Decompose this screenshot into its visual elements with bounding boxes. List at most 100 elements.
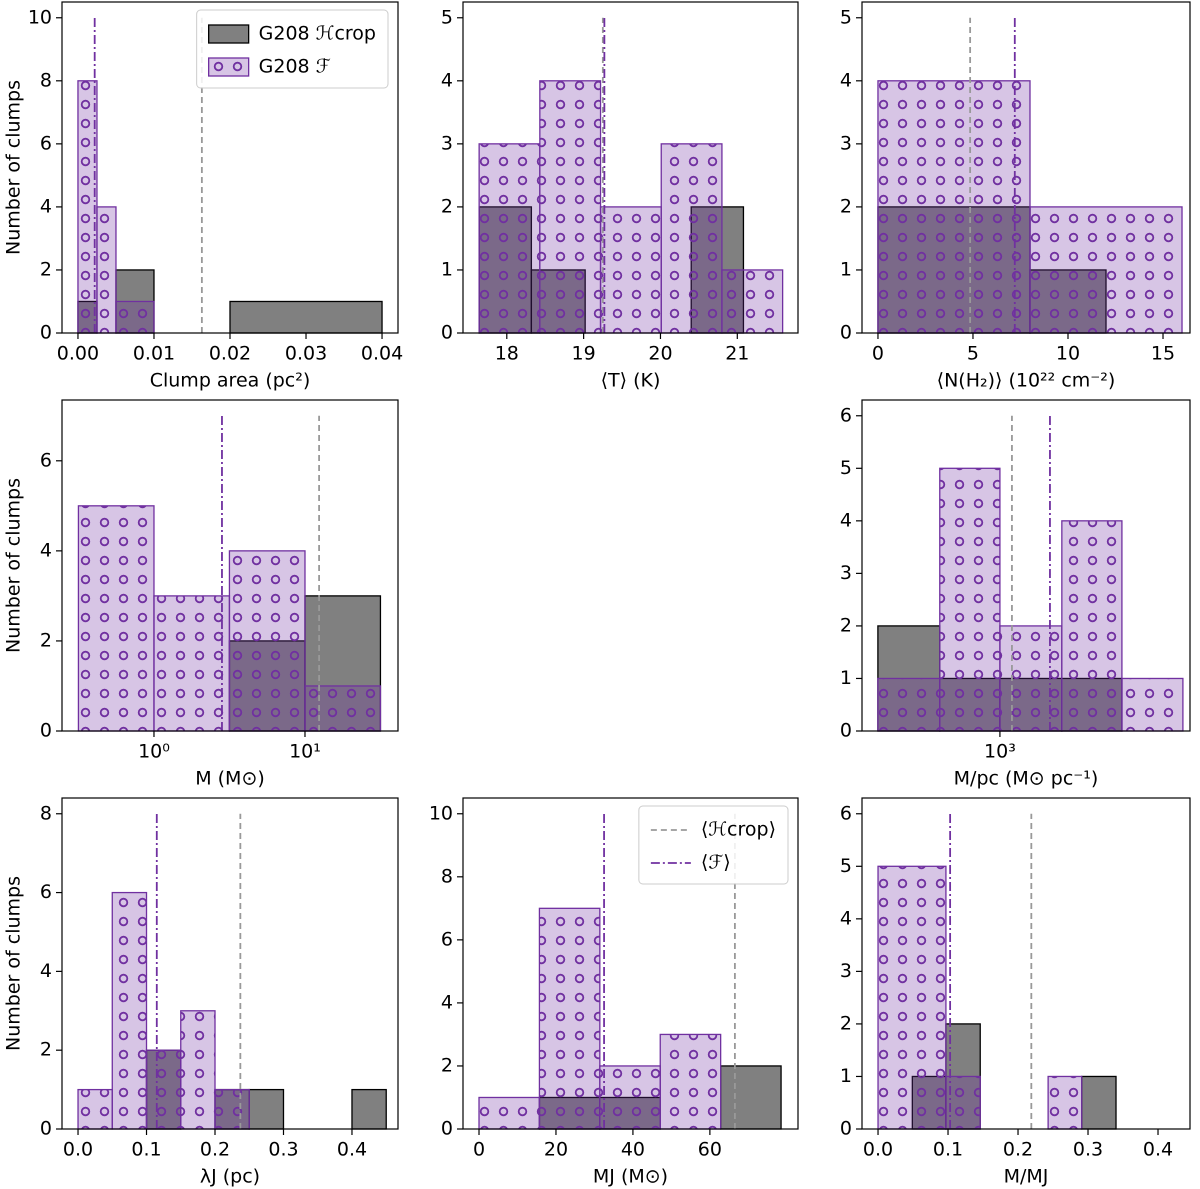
- histogram-bar: [539, 80, 602, 334]
- y-tick-label: 2: [840, 195, 852, 217]
- x-axis-label: λJ (pc): [200, 1166, 260, 1188]
- histogram-bar: [720, 1065, 782, 1130]
- y-tick-label: 3: [840, 132, 852, 154]
- histogram-bar: [939, 467, 1001, 732]
- x-tick-label: 0.02: [209, 343, 251, 365]
- legend-label: G208 ℋcrop: [259, 23, 376, 45]
- histogram-bar: [660, 143, 723, 334]
- x-tick-label: 0.04: [361, 343, 403, 365]
- histogram-bar: [77, 505, 155, 732]
- histogram-bar: [877, 677, 941, 732]
- y-tick-label: 2: [40, 629, 52, 651]
- x-tick-label: 20: [648, 343, 672, 365]
- y-tick-label: 6: [840, 802, 852, 824]
- x-tick-label: 0.0: [863, 1139, 893, 1161]
- histogram-bar: [478, 1096, 541, 1130]
- y-tick-label: 2: [840, 1012, 852, 1034]
- x-tick-label: 60: [698, 1139, 722, 1161]
- y-tick-label: 0: [840, 1118, 852, 1140]
- histogram-bar: [1061, 520, 1123, 732]
- x-tick-label: 10³: [984, 741, 1016, 763]
- histogram-bar: [248, 1088, 285, 1130]
- x-tick-label: 0.00: [57, 343, 99, 365]
- legend-swatch: [208, 57, 250, 77]
- histogram-bar: [599, 1065, 661, 1130]
- x-tick-label: 0.1: [933, 1139, 963, 1161]
- legend-box: [638, 805, 789, 885]
- histogram-bar: [659, 1033, 722, 1130]
- y-tick-label: 2: [40, 1039, 52, 1061]
- y-tick-label: 10: [28, 6, 52, 28]
- x-tick-label: 10⁰: [138, 741, 170, 763]
- histogram-bar: [351, 1088, 387, 1130]
- x-tick-label: 0.4: [1143, 1139, 1173, 1161]
- plot-frame: [462, 1, 799, 334]
- histogram-bar: [1081, 1075, 1117, 1130]
- plot-frame: [61, 797, 399, 1130]
- y-tick-label: 6: [40, 132, 52, 154]
- x-tick-label: 0.3: [268, 1139, 298, 1161]
- y-tick-label: 8: [441, 865, 453, 887]
- histogram-bar: [111, 891, 148, 1130]
- y-tick-label: 0: [840, 720, 852, 742]
- plot-frame: [462, 797, 799, 1130]
- histogram-bar: [214, 1088, 250, 1130]
- histogram-bar: [538, 907, 601, 1130]
- legend-swatch: [208, 24, 250, 44]
- x-axis-label: M (M⊙): [195, 768, 265, 790]
- x-tick-label: 19: [572, 343, 596, 365]
- x-tick-label: 10¹: [289, 741, 321, 763]
- y-tick-label: 4: [40, 539, 52, 561]
- histogram-bar: [599, 206, 662, 334]
- y-tick-label: 2: [441, 195, 453, 217]
- x-tick-label: 18: [495, 343, 519, 365]
- y-tick-label: 5: [441, 6, 453, 28]
- x-tick-label: 0: [473, 1139, 485, 1161]
- x-tick-label: 20: [544, 1139, 568, 1161]
- y-tick-label: 6: [441, 928, 453, 950]
- plot-frame: [861, 1, 1191, 334]
- y-axis-label: Number of clumps: [3, 80, 25, 255]
- y-tick-label: 2: [40, 258, 52, 280]
- histogram-bar: [1047, 1075, 1083, 1130]
- y-tick-label: 1: [840, 667, 852, 689]
- y-tick-label: 4: [840, 509, 852, 531]
- histogram-bar: [1029, 206, 1183, 334]
- x-tick-label: 0.2: [200, 1139, 230, 1161]
- legend-label: G208 ℱ: [259, 56, 331, 78]
- y-tick-label: 0: [40, 322, 52, 344]
- x-tick-label: 15: [1151, 343, 1175, 365]
- y-tick-label: 4: [40, 960, 52, 982]
- y-tick-label: 8: [40, 802, 52, 824]
- x-axis-label: ⟨N(H₂)⟩ (10²² cm⁻²): [937, 370, 1116, 392]
- y-tick-label: 5: [840, 855, 852, 877]
- x-tick-label: 0.2: [1003, 1139, 1033, 1161]
- y-axis-label: Number of clumps: [3, 478, 25, 653]
- histogram-bar: [478, 143, 541, 334]
- plot-frame: [861, 797, 1191, 1130]
- y-tick-label: 1: [840, 258, 852, 280]
- histogram-bar: [180, 1010, 216, 1130]
- x-tick-label: 0.0: [63, 1139, 93, 1161]
- x-tick-label: 0.01: [133, 343, 175, 365]
- y-axis-label: Number of clumps: [3, 876, 25, 1051]
- histogram-bar: [145, 1049, 182, 1130]
- histogram-bar: [77, 1088, 113, 1130]
- y-tick-label: 4: [441, 991, 453, 1013]
- x-tick-label: 0.4: [337, 1139, 367, 1161]
- plot-frame: [61, 399, 399, 732]
- y-tick-label: 6: [840, 404, 852, 426]
- x-tick-label: 0: [872, 343, 884, 365]
- y-tick-label: 2: [441, 1054, 453, 1076]
- y-tick-label: 4: [441, 69, 453, 91]
- histogram-bar: [115, 300, 155, 334]
- y-tick-label: 0: [40, 1118, 52, 1140]
- histogram-bar: [96, 206, 117, 334]
- y-tick-label: 0: [40, 720, 52, 742]
- y-tick-label: 2: [840, 614, 852, 636]
- y-tick-label: 1: [441, 258, 453, 280]
- x-axis-label: ⟨T⟩ (K): [601, 370, 661, 392]
- histogram-bar: [945, 1075, 981, 1130]
